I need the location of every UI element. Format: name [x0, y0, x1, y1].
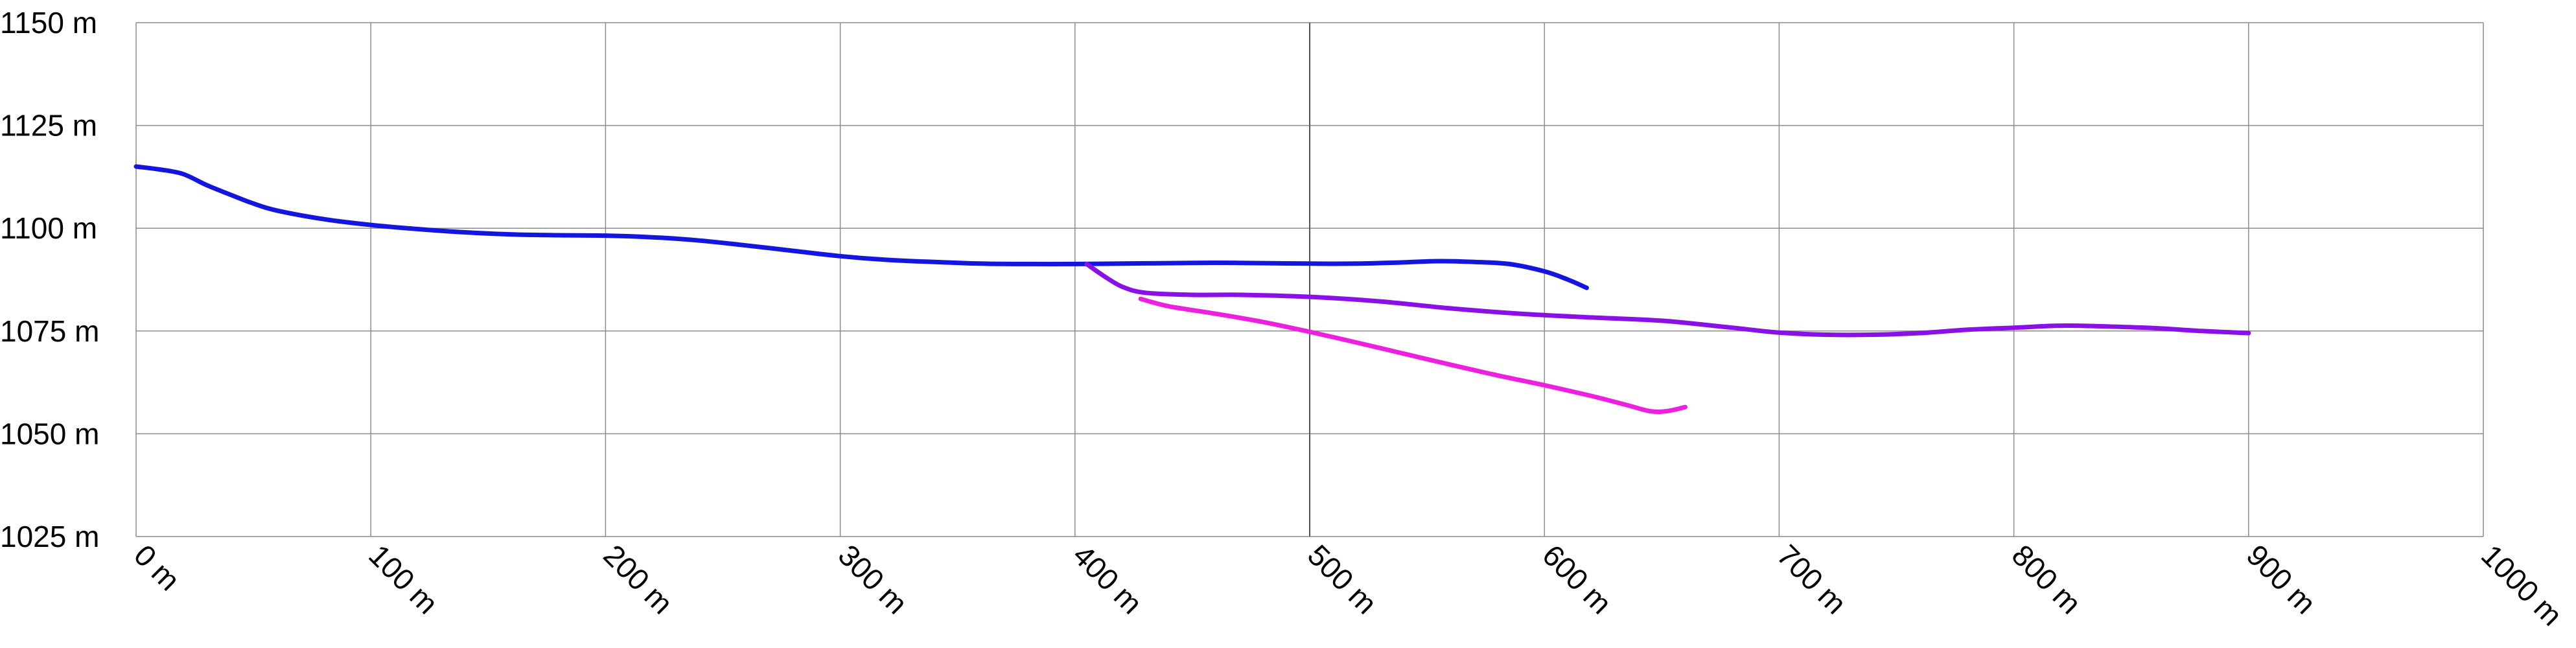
y-tick-label: 1100 m	[0, 211, 97, 245]
y-tick-label: 1075 m	[0, 314, 99, 348]
y-tick-label: 1025 m	[0, 520, 99, 553]
y-tick-label: 1125 m	[0, 109, 97, 143]
x-tick-label: 400 m	[1067, 538, 1149, 620]
x-tick-label: 700 m	[1770, 538, 1853, 620]
x-tick-label: 300 m	[832, 538, 914, 620]
y-axis-tick-labels: 1150 m 1125 m 1100 m 1075 m 1050 m 1025 m	[0, 6, 99, 553]
series-layer	[133, 164, 2251, 415]
x-tick-label: 500 m	[1301, 538, 1384, 620]
x-tick-label: 200 m	[597, 538, 679, 620]
x-tick-label: 100 m	[362, 538, 445, 620]
y-tick-label: 1150 m	[0, 6, 97, 40]
series-line-2	[1084, 261, 2251, 338]
series-line-3	[1138, 296, 1688, 415]
x-axis-tick-labels: 0 m 100 m 200 m 300 m 400 m 500 m 600 m 700 m 80…	[128, 538, 2569, 632]
series-line-1	[133, 164, 1589, 290]
x-tick-label: 900 m	[2240, 538, 2323, 620]
x-tick-label: 1000 m	[2475, 538, 2569, 632]
x-tick-label: 0 m	[128, 538, 187, 597]
x-tick-label: 600 m	[1536, 538, 1618, 620]
x-tick-label: 800 m	[2006, 538, 2088, 620]
y-tick-label: 1050 m	[0, 417, 99, 450]
grid	[135, 22, 2484, 537]
